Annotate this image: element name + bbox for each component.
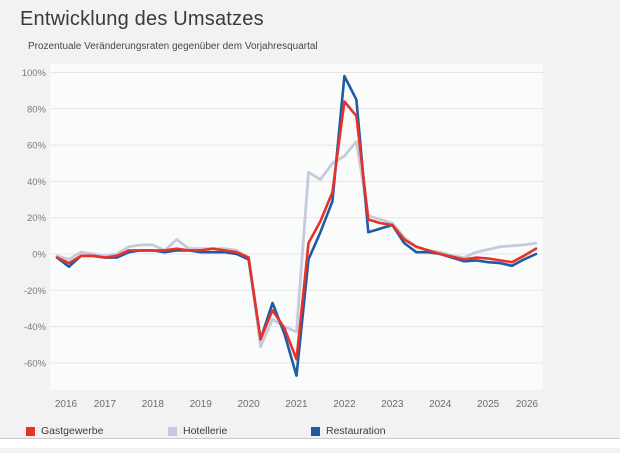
y-axis-tick-label: 80% xyxy=(27,104,47,115)
page-subtitle: Prozentuale Veränderungsraten gegenüber … xyxy=(28,41,318,52)
page-title: Entwicklung des Umsatzes xyxy=(20,8,264,30)
x-axis-tick-label: 2018 xyxy=(142,399,165,410)
x-axis-tick-label: 2019 xyxy=(190,399,213,410)
x-axis-tick-label: 2017 xyxy=(94,399,117,410)
x-axis-tick-label: 2024 xyxy=(429,399,452,410)
legend-item-hotellerie[interactable]: Hotellerie xyxy=(168,425,227,437)
y-axis-tick-label: 0% xyxy=(32,250,46,261)
y-axis-tick-label: -60% xyxy=(24,358,47,369)
y-axis-tick-label: 20% xyxy=(27,213,47,224)
bottom-strip xyxy=(0,439,620,448)
x-axis-tick-label: 2025 xyxy=(477,399,500,410)
legend-item-gastgewerbe[interactable]: Gastgewerbe xyxy=(26,425,103,437)
x-axis-tick-label: 2026 xyxy=(516,399,539,410)
x-axis-tick-label: 2022 xyxy=(333,399,356,410)
restauration-color-swatch xyxy=(311,426,320,436)
y-axis-tick-label: -40% xyxy=(24,322,47,333)
legend-label-gastgewerbe: Gastgewerbe xyxy=(41,425,104,437)
y-axis-tick-label: 40% xyxy=(27,177,47,188)
gastgewerbe-color-swatch xyxy=(26,426,35,436)
series-line-gastgewerbe xyxy=(55,100,538,361)
chart-legend: Gastgewerbe Hotellerie Restauration xyxy=(0,425,620,439)
y-axis-tick-label: 100% xyxy=(22,68,47,79)
x-axis-tick-label: 2023 xyxy=(381,399,404,410)
legend-label-restauration: Restauration xyxy=(326,425,386,437)
x-axis-tick-label: 2016 xyxy=(55,399,78,410)
hotellerie-color-swatch xyxy=(168,426,177,436)
legend-item-restauration[interactable]: Restauration xyxy=(311,425,386,437)
y-axis-tick-label: 60% xyxy=(27,141,47,152)
plot-area xyxy=(50,64,543,390)
y-axis-tick-label: -20% xyxy=(24,286,47,297)
bottom-divider xyxy=(0,438,620,439)
x-axis-tick-label: 2020 xyxy=(237,399,260,410)
legend-label-hotellerie: Hotellerie xyxy=(183,425,228,437)
x-axis-tick-label: 2021 xyxy=(285,399,308,410)
